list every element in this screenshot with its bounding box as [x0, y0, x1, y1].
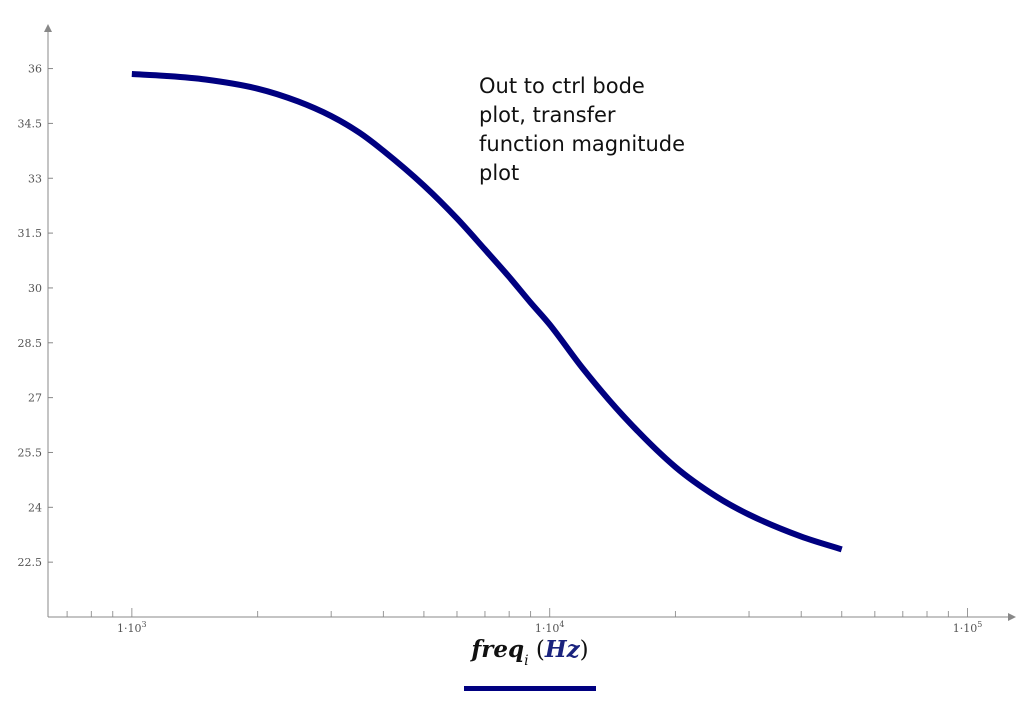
plot-annotation: Out to ctrl bode plot, transfer function… — [479, 72, 709, 188]
x-tick-label: 1·104 — [535, 620, 565, 635]
legend-series-swatch — [464, 686, 596, 691]
x-variable-name: freq — [471, 636, 525, 663]
y-axis-arrow-icon — [44, 24, 52, 32]
annotation-line: function magnitude — [479, 132, 686, 156]
x-unit-open-paren: ( — [535, 637, 545, 663]
y-tick-label: 36 — [28, 63, 42, 76]
x-variable-subscript: i — [524, 653, 529, 669]
y-tick-label: 24 — [28, 501, 42, 514]
x-unit-close-paren: ) — [579, 637, 589, 663]
y-tick-label: 34.5 — [18, 117, 43, 130]
y-tick-label: 28.5 — [18, 337, 43, 350]
y-tick-label: 22.5 — [18, 556, 43, 569]
y-tick-label: 25.5 — [18, 446, 43, 459]
axis-ticks — [48, 68, 969, 617]
x-tick-label: 1·105 — [953, 620, 983, 635]
y-tick-labels: 22.5 24 25.5 27 28.5 30 31.5 33 34.5 36 — [18, 63, 43, 570]
x-unit: Hz — [544, 636, 580, 663]
y-tick-label: 33 — [28, 172, 42, 185]
annotation-line: Out to ctrl bode — [479, 74, 645, 98]
x-tick-labels: 1·103 1·104 1·105 — [117, 620, 982, 635]
annotation-line: plot, transfer — [479, 103, 616, 127]
y-tick-label: 30 — [28, 282, 42, 295]
annotation-line: plot — [479, 161, 520, 185]
x-axis-arrow-icon — [1008, 613, 1016, 621]
y-tick-label: 31.5 — [18, 227, 43, 240]
x-tick-label: 1·103 — [117, 620, 147, 635]
y-tick-label: 27 — [28, 392, 42, 405]
magnitude-series-line — [131, 71, 843, 553]
x-axis-label: freqi (Hz) — [440, 636, 620, 669]
